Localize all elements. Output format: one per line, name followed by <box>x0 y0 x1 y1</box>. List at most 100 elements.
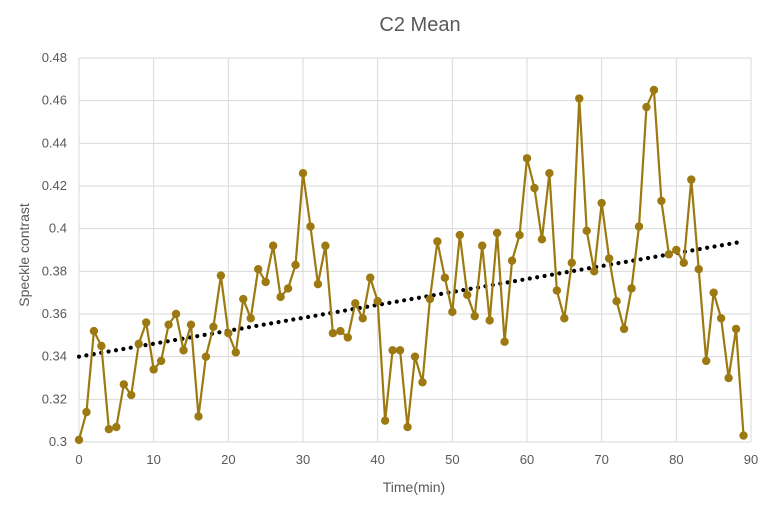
data-point <box>336 326 345 336</box>
data-point <box>425 294 435 304</box>
data-point <box>560 314 569 323</box>
data-point <box>478 241 487 250</box>
data-point <box>455 230 464 240</box>
data-point <box>366 273 375 282</box>
x-tick-label: 60 <box>520 452 534 467</box>
data-point <box>224 329 233 338</box>
data-point <box>209 322 218 331</box>
series-line <box>77 88 745 441</box>
x-tick-label: 10 <box>146 452 160 467</box>
data-point <box>179 346 188 355</box>
data-point <box>246 314 255 323</box>
data-point <box>687 175 696 184</box>
grid-layer <box>78 57 752 443</box>
data-point <box>186 320 196 329</box>
data-point <box>470 311 479 321</box>
data-point <box>343 333 352 342</box>
data-point <box>664 250 674 259</box>
data-point <box>582 226 591 235</box>
data-point <box>373 297 382 306</box>
data-point <box>612 297 621 306</box>
y-tick-label: 0.46 <box>42 93 67 108</box>
data-point <box>440 273 450 282</box>
data-point <box>380 416 390 425</box>
data-point <box>268 241 278 250</box>
data-point <box>507 256 517 265</box>
data-point <box>418 378 427 387</box>
x-tick-label: 70 <box>594 452 608 467</box>
data-point <box>634 222 644 231</box>
data-point <box>216 271 226 280</box>
tick-label-layer: 0.3 0.32 0.34 0.36 0.38 0.4 0.42 0.44 0.46 0.48 0 1… <box>42 50 759 467</box>
data-point <box>709 288 718 297</box>
data-point <box>358 314 367 323</box>
data-point <box>552 286 562 295</box>
data-point <box>231 348 240 357</box>
x-tick-label: 0 <box>75 452 82 467</box>
data-point <box>291 260 300 270</box>
y-tick-label: 0.44 <box>42 135 67 150</box>
chart-title: C2 Mean <box>379 14 460 36</box>
data-point <box>134 339 143 349</box>
y-tick-label: 0.38 <box>42 263 67 278</box>
data-point <box>351 299 360 308</box>
data-point <box>739 431 748 440</box>
data-point <box>395 346 405 355</box>
data-point <box>201 352 211 361</box>
y-tick-label: 0.48 <box>42 50 67 65</box>
data-point <box>149 365 158 374</box>
y-tick-label: 0.32 <box>42 391 67 406</box>
data-point <box>724 373 733 383</box>
data-point <box>575 94 584 103</box>
data-point <box>127 390 136 400</box>
data-point <box>448 307 457 317</box>
data-point <box>433 237 442 246</box>
data-point <box>657 196 666 206</box>
data-point <box>171 309 181 319</box>
x-tick-label: 30 <box>296 452 310 467</box>
data-point <box>492 228 502 238</box>
data-point <box>164 320 173 329</box>
data-point <box>522 154 532 163</box>
data-point <box>716 314 726 323</box>
trendline <box>76 239 746 359</box>
x-tick-label: 90 <box>744 452 758 467</box>
data-point <box>306 222 315 231</box>
data-point <box>604 254 614 263</box>
data-point <box>97 341 106 351</box>
data-point <box>254 265 263 274</box>
data-point <box>141 318 151 327</box>
y-axis-label: Speckle contrast <box>16 203 32 307</box>
data-point <box>112 422 121 432</box>
x-axis-label: Time(min) <box>383 479 445 495</box>
x-tick-label: 80 <box>669 452 683 467</box>
data-point <box>276 292 285 302</box>
series-layer <box>74 85 748 445</box>
data-point <box>597 198 606 208</box>
data-point <box>388 346 397 355</box>
data-point <box>298 168 308 178</box>
data-point <box>410 352 420 361</box>
x-tick-label: 40 <box>370 452 384 467</box>
x-tick-label: 50 <box>445 452 459 467</box>
x-tick-label: 20 <box>221 452 235 467</box>
trendline-layer <box>76 239 746 359</box>
data-point <box>89 326 99 336</box>
data-point <box>679 258 688 267</box>
data-point <box>619 324 629 334</box>
data-point <box>649 85 659 95</box>
data-point <box>590 267 599 276</box>
data-point <box>74 435 84 445</box>
y-tick-label: 0.36 <box>42 306 67 321</box>
data-point <box>239 294 248 304</box>
data-point <box>463 290 472 299</box>
data-point <box>82 407 91 417</box>
data-point <box>567 258 576 267</box>
y-tick-label: 0.34 <box>42 349 67 364</box>
data-point <box>321 241 330 250</box>
data-point <box>694 265 703 274</box>
data-point <box>545 168 554 178</box>
data-point <box>485 316 494 325</box>
